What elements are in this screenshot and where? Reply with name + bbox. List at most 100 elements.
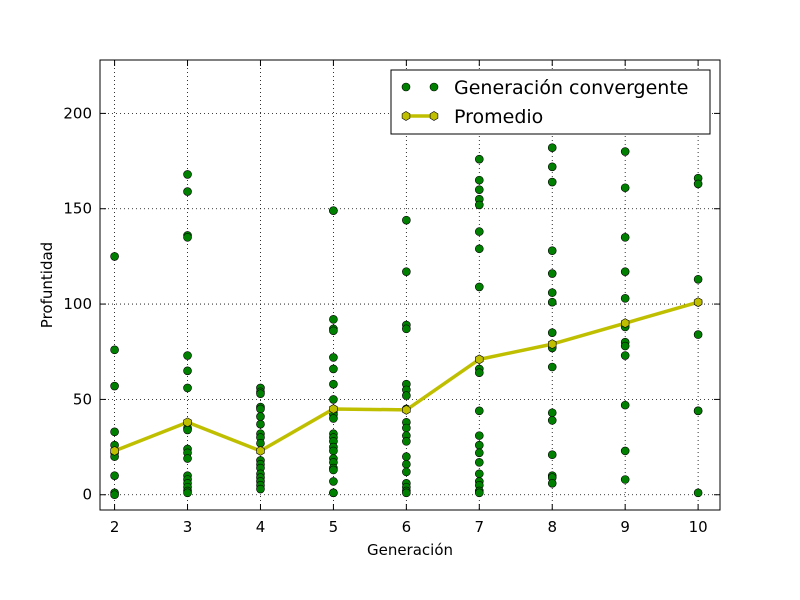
scatter-point: [474, 431, 484, 440]
average-point: [402, 405, 411, 415]
average-point: [620, 318, 630, 328]
scatter-point: [329, 326, 338, 336]
scatter-point: [474, 448, 484, 458]
scatter-point: [474, 154, 484, 164]
scatter-point: [474, 488, 484, 498]
scatter-point: [110, 471, 119, 480]
y-tick-label: 150: [63, 200, 92, 218]
scatter-point: [183, 187, 192, 196]
scatter-point: [256, 412, 265, 421]
scatter-point: [329, 315, 338, 324]
scatter-point: [474, 368, 484, 378]
scatter-point: [402, 391, 411, 400]
average-point: [475, 354, 484, 365]
scatter-point: [402, 215, 411, 225]
average-point: [110, 446, 119, 456]
y-tick-label: 0: [82, 486, 92, 504]
scatter-point: [547, 143, 557, 153]
scatter-point: [329, 465, 338, 475]
scatter-point: [183, 351, 192, 360]
scatter-point: [620, 400, 630, 410]
scatter-point: [256, 389, 265, 398]
scatter-point: [110, 252, 119, 261]
scatter-point: [474, 227, 484, 236]
scatter-point: [402, 267, 411, 276]
legend-label-scatter: Generación convergente: [454, 77, 689, 99]
x-tick-label: 7: [475, 518, 485, 536]
scatter-point: [547, 246, 557, 255]
scatter-point: [256, 419, 265, 429]
scatter-point: [474, 185, 484, 194]
scatter-point: [620, 233, 630, 242]
y-tick-label: 200: [63, 104, 92, 122]
x-tick-label: 9: [620, 518, 630, 536]
scatter-point: [402, 324, 411, 334]
scatter-point: [256, 484, 265, 494]
scatter-point: [474, 282, 484, 292]
average-point: [548, 339, 557, 349]
scatter-point: [620, 183, 630, 193]
average-point: [693, 297, 703, 308]
scatter-point: [329, 488, 338, 498]
legend: Generación convergente Promedio: [390, 69, 711, 135]
scatter-point: [693, 330, 703, 339]
x-tick-label: 4: [256, 518, 266, 536]
x-tick-label: 8: [547, 518, 557, 536]
scatter-point: [329, 353, 338, 362]
scatter-point: [620, 147, 630, 156]
legend-label-average: Promedio: [454, 106, 543, 128]
scatter-point: [402, 423, 411, 433]
scatter-point: [620, 267, 630, 276]
scatter-point: [402, 437, 411, 446]
scatter-point: [329, 364, 338, 374]
scatter-point: [547, 362, 557, 372]
scatter-point: [693, 488, 703, 498]
x-tick-label: 10: [689, 518, 708, 536]
scatter-point: [329, 446, 338, 456]
scatter-point: [620, 341, 630, 351]
scatter-point: [547, 162, 557, 172]
legend-scatter-marker: [429, 82, 439, 92]
legend-average-marker: [401, 111, 411, 121]
scatter-point: [474, 406, 484, 416]
legend-scatter-marker: [401, 82, 411, 92]
scatter-point: [402, 467, 411, 477]
legend-box: [390, 69, 711, 135]
x-axis-label: Generación: [367, 541, 453, 559]
y-tick-label: 100: [63, 295, 92, 313]
scatter-point: [547, 450, 557, 460]
scatter-point: [547, 297, 557, 307]
scatter-point: [547, 479, 557, 488]
scatter-point: [183, 366, 192, 376]
scatter-point: [547, 177, 557, 187]
scatter-point: [256, 404, 265, 414]
scatter-point: [183, 383, 192, 393]
scatter-point: [474, 440, 484, 450]
x-tick-label: 2: [110, 518, 120, 536]
x-tick-label: 5: [329, 518, 339, 536]
data-layer: [110, 143, 703, 500]
average-point: [256, 446, 265, 456]
scatter-point: [183, 488, 192, 498]
scatter-point: [547, 328, 557, 337]
x-tick-label: 6: [402, 518, 412, 536]
scatter-point: [620, 294, 630, 303]
scatter-point: [620, 475, 630, 484]
scatter-point: [402, 459, 411, 469]
scatter-point: [547, 288, 557, 297]
scatter-point: [474, 244, 484, 254]
scatter-point: [474, 175, 484, 185]
scatter-point: [110, 490, 119, 500]
scatter-point: [183, 454, 192, 463]
scatter-point: [474, 200, 484, 210]
scatter-point: [402, 488, 411, 498]
x-tick-label: 3: [183, 518, 193, 536]
scatter-point: [693, 274, 703, 284]
scatter-point: [693, 179, 703, 189]
scatter-point: [329, 206, 338, 215]
legend-average-marker: [429, 111, 439, 121]
grid-lines: [100, 60, 720, 510]
average-point: [329, 404, 338, 414]
